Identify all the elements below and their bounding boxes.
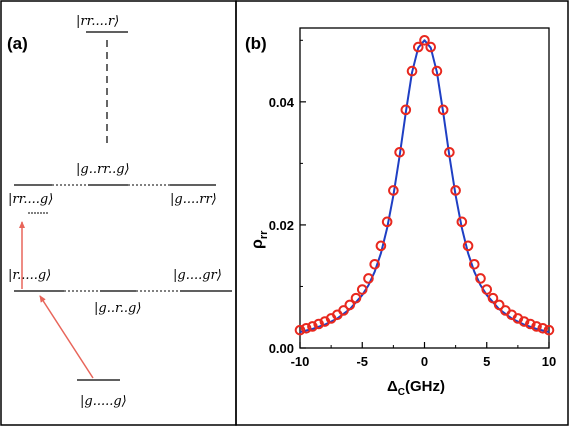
data-point bbox=[425, 41, 437, 53]
data-point bbox=[493, 299, 505, 311]
data-point bbox=[406, 65, 418, 77]
data-point bbox=[487, 292, 499, 304]
state-g-r-g-label: |g..r..g⟩ bbox=[94, 301, 141, 316]
panel-a-frame bbox=[0, 0, 237, 426]
data-point bbox=[444, 147, 455, 158]
state-rr-g-label: |rr....g⟩ bbox=[8, 192, 53, 207]
data-point bbox=[300, 323, 312, 334]
data-point bbox=[531, 321, 542, 332]
y-tick-label: 0.02 bbox=[269, 218, 294, 233]
state-ground-label: |g.....g⟩ bbox=[80, 394, 127, 409]
data-point bbox=[338, 305, 349, 316]
data-points-series bbox=[294, 35, 555, 336]
x-tick-label: 10 bbox=[542, 354, 556, 369]
fit-line-series bbox=[299, 39, 550, 333]
data-point bbox=[350, 292, 362, 304]
data-point bbox=[431, 65, 443, 77]
data-point bbox=[469, 259, 480, 270]
state-all-r-label: |rr....r⟩ bbox=[76, 14, 119, 29]
data-point bbox=[363, 273, 374, 284]
x-axis-title: ΔC(GHz) bbox=[387, 378, 445, 398]
data-point bbox=[356, 284, 368, 295]
panel-b-frame bbox=[235, 0, 569, 426]
data-point bbox=[412, 41, 424, 53]
excitation-arrow-1 bbox=[39, 295, 94, 379]
data-point bbox=[344, 299, 356, 311]
panel-a-label: (a) bbox=[7, 34, 28, 53]
data-point bbox=[525, 318, 536, 330]
state-r-g-label: |r.....g⟩ bbox=[8, 268, 51, 283]
data-point bbox=[313, 318, 324, 330]
data-point bbox=[307, 321, 318, 332]
data-point bbox=[537, 323, 549, 334]
panel-a: (a) |rr....r⟩ |g..rr..g⟩ |rr....g⟩ |g...… bbox=[7, 14, 232, 409]
data-point bbox=[456, 216, 468, 228]
state-g-gr-label: |g....gr⟩ bbox=[173, 268, 222, 283]
data-point bbox=[388, 185, 399, 196]
data-point bbox=[375, 240, 387, 252]
data-point bbox=[394, 147, 405, 158]
x-tick-label: -5 bbox=[356, 354, 368, 369]
data-point bbox=[381, 216, 393, 228]
state-g-rr-g-label: |g..rr..g⟩ bbox=[76, 162, 130, 177]
panel-b: (b) -10 -5 0 5 10 0.00 0.02 0.04 ΔC(GHz) ρrr bbox=[245, 27, 556, 398]
data-point bbox=[475, 273, 486, 284]
x-axis: -10 -5 0 5 10 bbox=[291, 342, 556, 369]
data-point bbox=[400, 104, 412, 116]
x-tick-label: 5 bbox=[483, 354, 490, 369]
data-point bbox=[462, 240, 474, 252]
data-point bbox=[437, 104, 449, 116]
data-point bbox=[450, 185, 461, 196]
data-point bbox=[543, 324, 555, 336]
panel-b-label: (b) bbox=[245, 34, 267, 53]
y-axis: 0.00 0.02 0.04 bbox=[269, 39, 306, 356]
y-tick-label: 0.04 bbox=[269, 95, 295, 110]
data-point bbox=[294, 324, 306, 336]
state-g-rr-label: |g....rr⟩ bbox=[170, 192, 217, 207]
data-point bbox=[369, 259, 381, 270]
data-point bbox=[518, 316, 530, 327]
x-tick-label: 0 bbox=[421, 354, 428, 369]
fit-line bbox=[299, 39, 550, 333]
y-tick-label: 0.00 bbox=[269, 341, 294, 356]
plot-area bbox=[299, 27, 550, 349]
x-tick-label: -10 bbox=[291, 354, 310, 369]
y-axis-title: ρrr bbox=[249, 230, 270, 249]
data-point bbox=[419, 35, 430, 46]
data-point bbox=[481, 284, 493, 295]
